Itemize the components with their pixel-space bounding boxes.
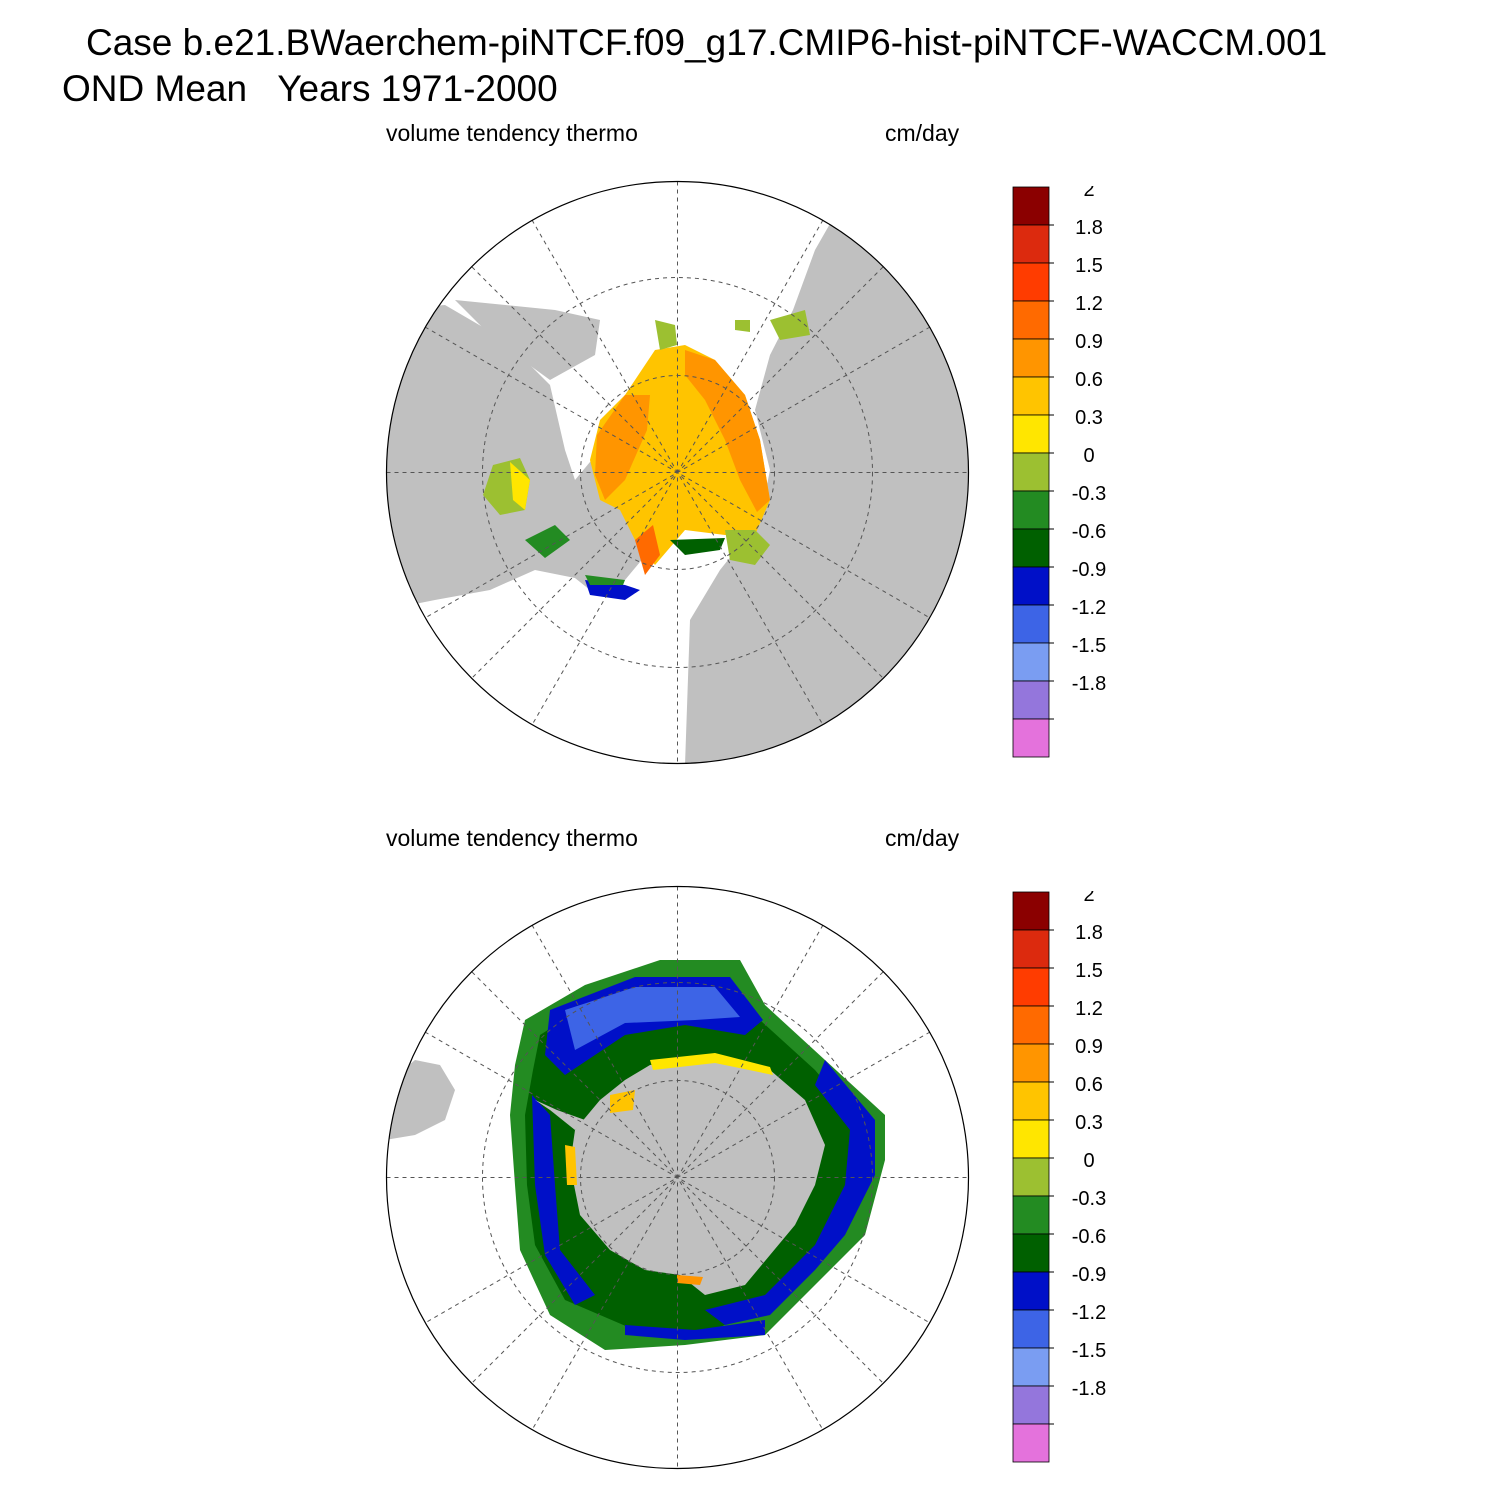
south-variable-label: volume tendency thermo	[386, 825, 638, 851]
north-variable-label: volume tendency thermo	[386, 120, 638, 146]
barents-ice-edge	[670, 538, 725, 555]
colorbar-label: -1.8	[1072, 1378, 1106, 1400]
colorbar-swatch	[1012, 1043, 1050, 1083]
colorbar-swatch	[1012, 929, 1050, 969]
north-polar-map	[385, 180, 970, 765]
north-colorbar: 2 1.8 1.5 1.2 0.9 0.6 0.3 0 -0.3 -0.6 -0.9 -1.2 -1.5…	[1012, 186, 1106, 758]
colorbar-swatch	[1012, 1309, 1050, 1349]
colorbar-label: 1.2	[1075, 293, 1103, 315]
colorbar-swatch	[1012, 1157, 1050, 1197]
colorbar-swatch	[1012, 300, 1050, 340]
colorbar-swatch	[1012, 376, 1050, 416]
north-units-label: cm/day	[885, 120, 960, 146]
colorbar-label: 0.9	[1075, 331, 1103, 353]
colorbar-label: -1.2	[1072, 1302, 1106, 1324]
antarctic-peninsula	[535, 1100, 585, 1130]
barents-kara-ice	[725, 530, 770, 565]
colorbar-swatch	[1012, 967, 1050, 1007]
colorbar-swatch	[1012, 1233, 1050, 1273]
colorbar-label: 2	[1083, 186, 1094, 201]
colorbar-swatch	[1012, 1119, 1050, 1159]
colorbar-label: 0.6	[1075, 369, 1103, 391]
colorbar-swatch	[1012, 1195, 1050, 1235]
colorbar-label: 1.5	[1075, 255, 1103, 277]
colorbar-swatch	[1012, 338, 1050, 378]
colorbar-swatch	[1012, 1347, 1050, 1387]
colorbar-label: -1.2	[1072, 597, 1106, 619]
colorbar-label: -1.5	[1072, 1340, 1106, 1362]
colorbar-label: 2	[1083, 891, 1094, 906]
colorbar-label: 0	[1083, 445, 1094, 467]
colorbar-label: -0.9	[1072, 1264, 1106, 1286]
south-colorbar: 2 1.8 1.5 1.2 0.9 0.6 0.3 0 -0.3 -0.6 -0.9 -1.2 -1.5…	[1012, 891, 1106, 1463]
colorbar-label: -0.6	[1072, 1226, 1106, 1248]
colorbar-swatch	[1012, 528, 1050, 568]
colorbar-label: 1.8	[1075, 217, 1103, 239]
figure-title-case: Case b.e21.BWaerchem-piNTCF.f09_g17.CMIP…	[86, 22, 1328, 63]
south-units-label: cm/day	[885, 825, 960, 851]
colorbar-label: -0.3	[1072, 483, 1106, 505]
colorbar-swatch	[1012, 566, 1050, 606]
colorbar-label: 0.9	[1075, 1036, 1103, 1058]
colorbar-swatch	[1012, 186, 1050, 226]
colorbar-swatch	[1012, 224, 1050, 264]
alaska-landmass	[455, 300, 600, 380]
colorbar-label: -1.8	[1072, 673, 1106, 695]
colorbar-label: 1.8	[1075, 922, 1103, 944]
colorbar-label: 0.3	[1075, 407, 1103, 429]
colorbar-swatch	[1012, 642, 1050, 682]
colorbar-swatch	[1012, 262, 1050, 302]
colorbar-swatch	[1012, 1081, 1050, 1121]
colorbar-label: -0.9	[1072, 559, 1106, 581]
colorbar-swatch	[1012, 1005, 1050, 1045]
colorbar-swatch	[1012, 718, 1050, 758]
colorbar-label: 0.3	[1075, 1112, 1103, 1134]
colorbar-label: -0.6	[1072, 521, 1106, 543]
colorbar-swatch	[1012, 680, 1050, 720]
colorbar-swatch	[1012, 891, 1050, 931]
figure-title-period: OND Mean Years 1971-2000	[62, 68, 558, 109]
colorbar-label: -0.3	[1072, 1188, 1106, 1210]
colorbar-label: 1.5	[1075, 960, 1103, 982]
antarctica-landmass	[570, 1057, 825, 1295]
colorbar-label: -1.5	[1072, 635, 1106, 657]
colorbar-swatch	[1012, 414, 1050, 454]
colorbar-swatch	[1012, 604, 1050, 644]
south-polar-map	[385, 885, 970, 1470]
colorbar-label: 0	[1083, 1150, 1094, 1172]
colorbar-swatch	[1012, 1385, 1050, 1425]
colorbar-label: 0.6	[1075, 1074, 1103, 1096]
colorbar-swatch	[1012, 452, 1050, 492]
colorbar-swatch	[1012, 1271, 1050, 1311]
colorbar-label: 1.2	[1075, 998, 1103, 1020]
colorbar-swatch	[1012, 1423, 1050, 1463]
colorbar-swatch	[1012, 490, 1050, 530]
